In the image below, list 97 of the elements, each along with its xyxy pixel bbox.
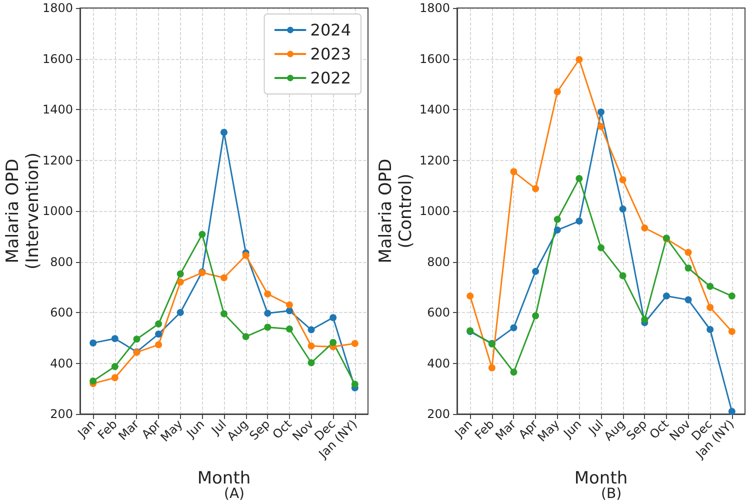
point — [351, 340, 358, 347]
y-tick-label: 1400 — [419, 102, 450, 116]
point — [111, 363, 118, 370]
point — [598, 123, 604, 130]
y-axis-title: Malaria OPD (Control) — [376, 158, 416, 264]
point — [532, 185, 540, 192]
x-tick-label: Jun — [183, 417, 208, 441]
x-tick-label: Jul — [585, 417, 606, 438]
y-tick-label: 1200 — [42, 153, 73, 168]
y-tick-label: 1000 — [42, 204, 73, 218]
point — [619, 176, 626, 184]
x-tick-label: Mar — [492, 417, 519, 443]
point — [510, 168, 518, 176]
point — [264, 324, 272, 331]
point — [488, 364, 496, 372]
legend-label: 2024 — [310, 20, 351, 40]
point — [554, 88, 561, 96]
point — [728, 328, 736, 336]
text: (A) — [224, 486, 245, 502]
y-tick-label: 1600 — [42, 52, 73, 66]
point — [90, 378, 97, 385]
point — [111, 374, 118, 382]
point — [684, 248, 692, 256]
point — [176, 270, 184, 278]
point — [264, 290, 272, 298]
point — [330, 338, 337, 346]
point — [111, 335, 118, 342]
point — [198, 230, 206, 238]
point — [466, 292, 474, 300]
x-tick-label: Jul — [208, 417, 229, 438]
y-tick-label: 1800 — [419, 1, 450, 15]
point — [684, 264, 692, 272]
point — [684, 296, 692, 304]
point — [619, 272, 626, 280]
point — [242, 252, 250, 259]
point — [308, 359, 315, 366]
point — [155, 320, 162, 328]
point — [351, 380, 358, 388]
point — [220, 310, 228, 318]
y-tick-label: 200 — [50, 407, 73, 421]
point — [220, 128, 228, 136]
y-tick-label: 1400 — [42, 102, 73, 116]
y-tick-label: 1000 — [419, 204, 450, 218]
x-tick-label: Mar — [116, 417, 142, 443]
y-tick-label: 1600 — [419, 52, 450, 66]
point — [133, 336, 140, 343]
point — [554, 226, 561, 234]
point — [619, 205, 626, 212]
point — [308, 326, 315, 334]
y-tick-label: 400 — [427, 356, 450, 370]
x-tick-label: Jan — [451, 417, 476, 441]
point — [264, 310, 272, 317]
x-axis-title: Month — [197, 468, 251, 488]
point — [220, 274, 228, 282]
point — [728, 408, 736, 415]
point — [90, 339, 97, 346]
point — [242, 333, 250, 340]
y-tick-label: 600 — [50, 306, 73, 320]
point — [576, 175, 583, 182]
point — [532, 268, 540, 275]
text: (B) — [601, 486, 622, 502]
point — [510, 324, 518, 332]
point — [662, 292, 670, 300]
point — [155, 341, 162, 348]
point — [554, 216, 561, 223]
x-axis-title: Month — [574, 468, 628, 488]
point — [728, 292, 736, 300]
point — [576, 56, 583, 64]
point — [706, 304, 714, 311]
y-tick-label: 800 — [427, 254, 450, 269]
point — [286, 325, 293, 332]
x-tick-label: Jan — [74, 417, 98, 441]
legend-label: 2022 — [310, 68, 351, 88]
point — [286, 301, 293, 308]
point — [176, 309, 184, 316]
point — [155, 330, 162, 338]
point — [330, 314, 337, 322]
y-tick-label: 400 — [50, 356, 73, 370]
y-tick-label: 1800 — [42, 1, 73, 15]
y-tick-label: 800 — [50, 254, 73, 269]
y-axis-title: Malaria OPD (Intervention) — [3, 152, 43, 270]
point — [576, 218, 583, 225]
point — [176, 278, 184, 286]
y-tick-label: 600 — [427, 306, 450, 320]
y-tick-label: 1200 — [419, 153, 450, 168]
point — [532, 312, 540, 320]
point — [308, 342, 315, 350]
point — [641, 224, 648, 232]
point — [510, 368, 518, 376]
point — [641, 316, 648, 324]
legend-label: 2023 — [310, 44, 351, 64]
y-tick-label: 200 — [427, 407, 450, 421]
x-tick-label: Jun — [560, 417, 584, 441]
point — [706, 326, 714, 333]
point — [598, 244, 604, 252]
point — [706, 282, 714, 290]
point — [598, 108, 604, 116]
